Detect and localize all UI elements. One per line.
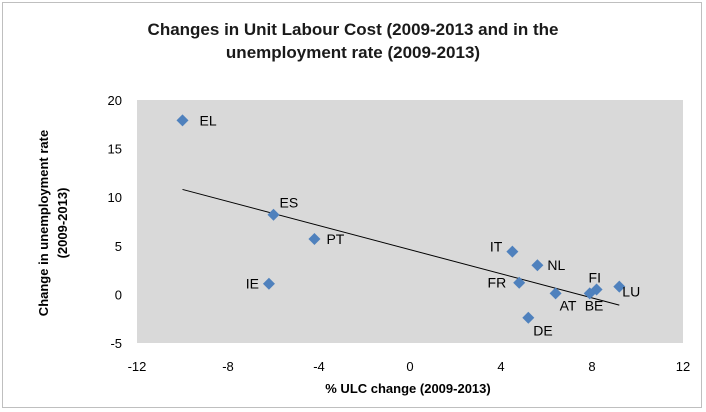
data-point-label: FI xyxy=(589,270,601,286)
data-point-label: FR xyxy=(488,275,507,291)
y-tick-label: 20 xyxy=(108,93,122,108)
data-point-marker xyxy=(583,287,596,300)
data-point-label: BE xyxy=(585,297,604,313)
trendline xyxy=(182,188,620,306)
x-tick-label: 8 xyxy=(588,359,595,374)
x-tick-label: 4 xyxy=(497,359,504,374)
plot-area xyxy=(137,100,683,343)
data-point-marker xyxy=(262,277,275,290)
y-tick-label: -5 xyxy=(110,336,122,351)
data-point-label: AT xyxy=(560,297,577,313)
x-tick-label: -12 xyxy=(128,359,147,374)
y-tick-label: 10 xyxy=(108,190,122,205)
x-tick-label: -4 xyxy=(313,359,325,374)
data-point-marker xyxy=(522,311,535,324)
data-point-marker xyxy=(176,114,189,127)
data-point-label: IE xyxy=(246,276,259,292)
data-point-marker xyxy=(308,232,321,245)
x-axis-title: % ULC change (2009-2013) xyxy=(325,381,490,396)
data-point-label: DE xyxy=(533,323,552,339)
y-tick-label: 0 xyxy=(115,287,122,302)
data-point-label: PT xyxy=(326,231,344,247)
data-point-label: IT xyxy=(490,239,503,255)
y-tick-label: 5 xyxy=(115,239,122,254)
x-tick-label: 12 xyxy=(676,359,690,374)
data-point-label: ES xyxy=(280,195,299,211)
chart-title-line-2: unemployment rate (2009-2013) xyxy=(225,43,481,62)
x-tick-label: -8 xyxy=(222,359,234,374)
x-axis-ticks: -12 -8 -4 0 4 8 12 xyxy=(128,359,691,374)
data-point-marker xyxy=(267,208,280,221)
data-point-marker xyxy=(531,259,544,272)
data-point-marker xyxy=(549,287,562,300)
x-tick-label: 0 xyxy=(406,359,413,374)
y-axis-ticks: 20 15 10 5 0 -5 xyxy=(108,93,122,351)
y-axis-title-line-2: (2009-2013) xyxy=(55,188,70,259)
y-tick-label: 15 xyxy=(108,142,122,157)
data-point-marker xyxy=(506,245,519,258)
data-point-label: EL xyxy=(200,112,217,128)
chart-title-line-1: Changes in Unit Labour Cost (2009-2013 a… xyxy=(147,20,559,39)
data-point-label: NL xyxy=(547,257,565,273)
data-point-label: LU xyxy=(622,284,640,300)
y-axis-title-line-1: Change in unemployment rate xyxy=(36,130,51,316)
data-point-marker xyxy=(513,276,526,289)
data-points: EL ES PT IE IT NL FR AT DE FI BE LU xyxy=(176,112,640,339)
data-point-marker xyxy=(613,280,626,293)
